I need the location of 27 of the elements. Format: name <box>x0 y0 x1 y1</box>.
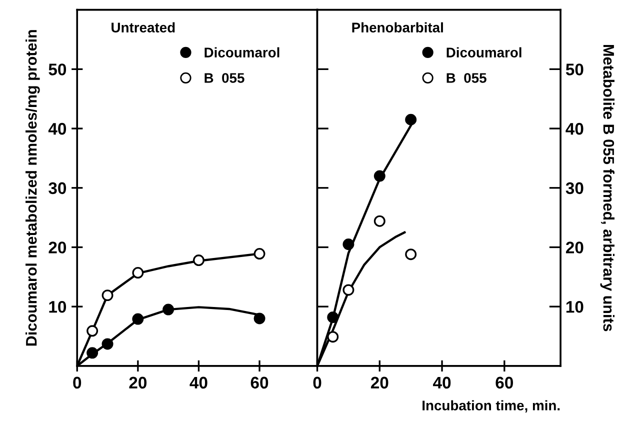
x-tick-label: 60 <box>250 376 268 389</box>
y-tick-label: 40 <box>566 122 584 135</box>
x-tick-label: 0 <box>73 376 82 389</box>
legend-label: B 055 <box>446 73 486 83</box>
y-tick-label: 30 <box>566 182 584 194</box>
y-tick-label: 50 <box>48 64 66 76</box>
text: Untreated <box>112 22 175 32</box>
x-axis-title: Incubation time, min. <box>422 400 560 412</box>
y-tick-label: 50 <box>566 64 584 76</box>
y-axis-title: Dicoumarol metabolized nmoles/mg protein <box>26 30 40 346</box>
x-tick-label: 40 <box>433 376 451 389</box>
y-tick-label: 10 <box>566 300 584 313</box>
y-tick-label: 40 <box>48 122 66 135</box>
x-tick-label: 20 <box>129 376 147 389</box>
legend-label: B 055 <box>204 73 244 83</box>
y-tick-label: 20 <box>48 242 66 254</box>
text: Phenobarbital <box>352 22 443 32</box>
y-axis-title: Metabolite B 055 formed, arbitrary units <box>600 45 614 332</box>
y-tick-label: 10 <box>49 300 66 313</box>
legend-label: Dicoumarol <box>446 47 522 58</box>
x-tick-label: 60 <box>496 376 513 389</box>
legend-label: Dicoumarol <box>204 47 280 58</box>
x-tick-label: 40 <box>190 376 208 389</box>
x-tick-label: 20 <box>370 376 388 389</box>
x-tick-label: 0 <box>313 376 322 389</box>
y-tick-label: 20 <box>566 242 584 254</box>
y-tick-label: 30 <box>48 182 66 194</box>
